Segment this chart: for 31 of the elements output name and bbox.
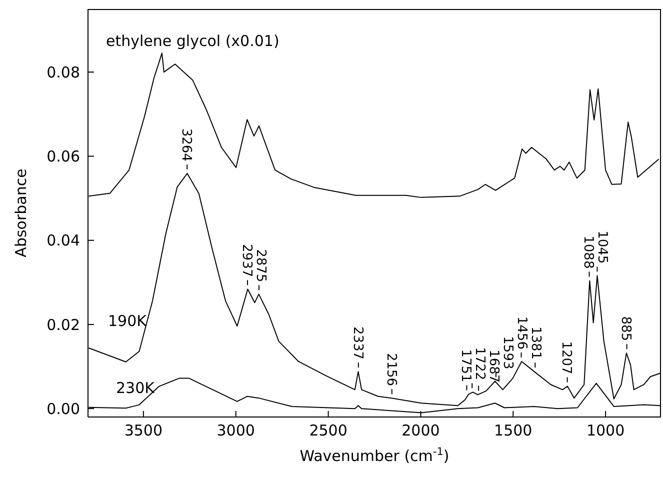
annotation: 885 bbox=[618, 316, 634, 342]
annotation: 1456 bbox=[514, 316, 530, 350]
annotation: 1722 bbox=[472, 347, 488, 380]
y-tick-label: 0.04 bbox=[46, 232, 80, 250]
annotation: 1207 bbox=[558, 341, 574, 374]
annotation: 1593 bbox=[500, 336, 516, 370]
annotation: 1751 bbox=[458, 349, 474, 382]
x-axis-title: Wavenumber (cm$^{-1}$) bbox=[300, 446, 450, 465]
x-tick-label: 1000 bbox=[586, 422, 625, 440]
annotation: 2156 bbox=[383, 352, 398, 386]
y-axis-title: Absorbance bbox=[12, 168, 30, 258]
annotation: 1381 bbox=[528, 326, 544, 360]
annotation: 1045 bbox=[594, 230, 610, 264]
y-tick-label: 0.00 bbox=[46, 400, 80, 418]
series-label: 230K bbox=[116, 379, 156, 397]
x-tick-label: 2500 bbox=[309, 422, 348, 440]
y-tick-label: 0.06 bbox=[46, 148, 80, 166]
annotation: 2337 bbox=[350, 326, 365, 360]
x-tick-label: 3500 bbox=[124, 422, 163, 440]
annotation: 2875 bbox=[252, 249, 268, 282]
annotation: 2937 bbox=[238, 244, 254, 278]
annotation: 1687 bbox=[486, 350, 502, 383]
annotation: 3264 bbox=[178, 128, 194, 162]
x-tick-label: 1500 bbox=[494, 422, 532, 440]
series-label: 190K bbox=[108, 312, 148, 330]
y-tick-label: 0.08 bbox=[46, 63, 80, 82]
series-label: ethylene glycol (x0.01) bbox=[106, 32, 280, 50]
x-tick-label: 2000 bbox=[402, 422, 440, 440]
annotation: 1088 bbox=[580, 236, 596, 269]
x-tick-label: 3000 bbox=[216, 422, 255, 440]
y-tick-label: 0.02 bbox=[46, 316, 80, 334]
